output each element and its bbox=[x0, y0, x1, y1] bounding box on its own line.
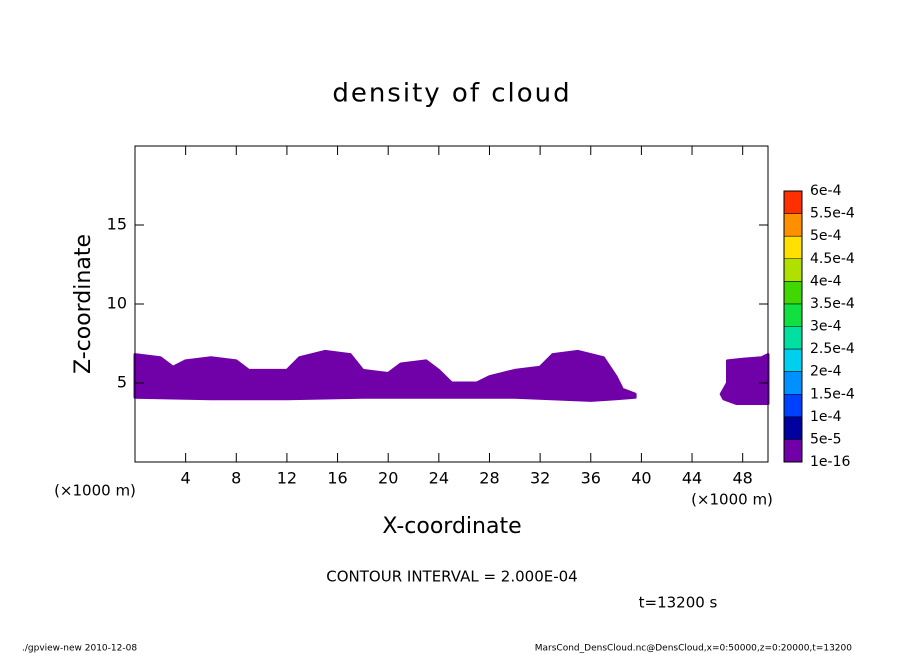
colorbar-segment bbox=[784, 258, 802, 282]
footer-right: MarsCond_DensCloud.nc@DensCloud,x=0:5000… bbox=[535, 644, 852, 654]
colorbar-label: 5e-5 bbox=[810, 431, 841, 447]
x-tick-label: 32 bbox=[530, 469, 550, 488]
x-unit-label: (×1000 m) bbox=[691, 491, 773, 509]
colorbar-segment bbox=[784, 416, 802, 440]
y-tick-label: 5 bbox=[117, 373, 127, 392]
colorbar-label: 2.5e-4 bbox=[810, 341, 855, 357]
colorbar-label: 4.5e-4 bbox=[810, 251, 855, 267]
colorbar-segment bbox=[784, 394, 802, 417]
x-tick-label: 24 bbox=[429, 469, 449, 488]
y-axis-label: Z-coordinate bbox=[71, 234, 96, 374]
colorbar-segment bbox=[784, 349, 802, 372]
colorbar-label: 3.5e-4 bbox=[810, 296, 855, 312]
cloud-region bbox=[719, 353, 770, 405]
x-tick-label: 36 bbox=[581, 469, 601, 488]
colorbar-segment bbox=[784, 371, 802, 395]
colorbar-segment bbox=[784, 439, 802, 462]
time-label: t=13200 s bbox=[639, 594, 718, 612]
colorbar-segment bbox=[784, 281, 802, 304]
contour-interval: CONTOUR INTERVAL = 2.000E-04 bbox=[326, 568, 577, 586]
x-tick-label: 4 bbox=[181, 469, 191, 488]
x-tick-label: 8 bbox=[231, 469, 241, 488]
colorbar-label: 2e-4 bbox=[810, 364, 842, 380]
x-tick-label: 48 bbox=[733, 469, 753, 488]
colorbar-segment bbox=[784, 213, 802, 237]
chart-title: density of cloud bbox=[332, 79, 571, 109]
colorbar-label: 3e-4 bbox=[810, 319, 842, 335]
x-tick-label: 12 bbox=[277, 469, 297, 488]
colorbar-label: 1.5e-4 bbox=[810, 386, 855, 402]
colorbar-label: 1e-4 bbox=[810, 409, 842, 425]
colorbar-segment bbox=[784, 303, 802, 327]
colorbar-label: 5e-4 bbox=[810, 228, 842, 244]
colorbar-segment bbox=[784, 326, 802, 350]
colorbar-label: 6e-4 bbox=[810, 183, 842, 199]
colorbar-label: 5.5e-4 bbox=[810, 206, 855, 222]
colorbar-segment bbox=[784, 191, 802, 214]
footer-left: ./gpview-new 2010-12-08 bbox=[22, 644, 137, 654]
colorbar-segment bbox=[784, 236, 802, 259]
y-tick-label: 10 bbox=[107, 294, 127, 313]
x-tick-label: 20 bbox=[378, 469, 398, 488]
y-unit-label: (×1000 m) bbox=[54, 482, 136, 500]
x-tick-label: 40 bbox=[631, 469, 651, 488]
y-tick-label: 15 bbox=[107, 215, 127, 234]
x-tick-label: 28 bbox=[479, 469, 499, 488]
colorbar-label: 1e-16 bbox=[810, 454, 850, 470]
x-axis-label: X-coordinate bbox=[382, 514, 521, 539]
x-tick-label: 16 bbox=[327, 469, 347, 488]
colorbar-label: 4e-4 bbox=[810, 273, 842, 289]
cloud-region bbox=[133, 349, 637, 402]
x-tick-label: 44 bbox=[682, 469, 702, 488]
